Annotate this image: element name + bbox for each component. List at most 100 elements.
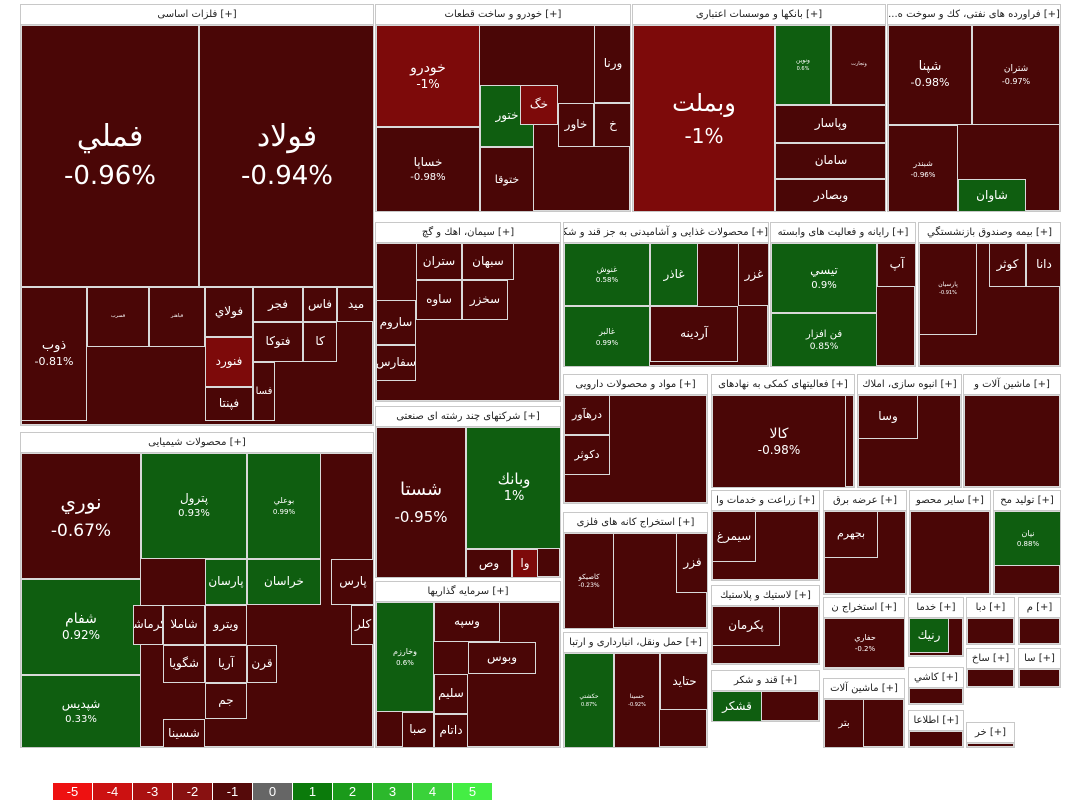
stock-tile[interactable]: وبملت -1% [633, 25, 775, 211]
sector-header[interactable]: [+] ماشين آلات و [964, 375, 1060, 395]
sector-header[interactable]: [+] محصولات غذايى و آشاميدنى به جز قند و… [564, 223, 768, 243]
stock-tile[interactable]: درهآور [564, 395, 610, 435]
sector-header[interactable]: [+] زراعت و خدمات وا [712, 491, 819, 511]
sector-header[interactable]: [+] فلزات اساسی [21, 5, 373, 25]
stock-tile[interactable]: رنيك [909, 618, 949, 653]
stock-tile[interactable]: جم [205, 683, 247, 719]
sector-header[interactable]: [+] كاشي [909, 668, 963, 688]
stock-tile[interactable]: غنوش 0.58% [564, 243, 650, 306]
sector-header[interactable]: [+] توليد مح [994, 491, 1060, 511]
sector-header[interactable]: [+] م [1019, 598, 1060, 618]
sector-header[interactable]: [+] اطلاعا [909, 711, 963, 731]
minor-stocks-block[interactable] [1019, 618, 1060, 644]
stock-tile[interactable]: وص [466, 549, 512, 577]
stock-tile[interactable]: وبصادر [775, 179, 885, 211]
sector-header[interactable]: [+] انبوه سازى، املاك [858, 375, 961, 395]
minor-stocks-block[interactable] [909, 731, 963, 747]
stock-tile[interactable]: ستران [416, 243, 462, 280]
stock-tile[interactable]: شفام 0.92% [21, 579, 141, 675]
stock-tile[interactable]: فسا [253, 362, 275, 421]
stock-tile[interactable]: بتر [824, 699, 864, 747]
stock-tile[interactable]: كاصيكو -0.23% [564, 533, 614, 628]
stock-tile[interactable]: وتجارت [831, 25, 885, 105]
stock-tile[interactable]: فتوكا [253, 322, 303, 362]
sector-header[interactable]: [+] فراورده هاى نفتى، كك و سوخت ه... [888, 5, 1060, 25]
stock-tile[interactable]: بوعلي 0.99% [247, 453, 321, 559]
stock-tile[interactable]: نيان 0.88% [994, 511, 1060, 566]
sector-header[interactable]: [+] سرمايه گذاريها [376, 582, 560, 602]
stock-tile[interactable]: آپ [877, 243, 915, 287]
stock-tile[interactable]: ساروم [376, 300, 416, 345]
stock-tile[interactable]: قشكر [712, 691, 762, 721]
stock-tile[interactable]: خ [594, 103, 630, 147]
stock-tile[interactable]: ذوب -0.81% [21, 287, 87, 421]
stock-tile[interactable]: ونوین 0.6% [775, 25, 831, 105]
stock-tile[interactable]: ويترو [205, 605, 247, 645]
stock-tile[interactable]: پترول 0.93% [141, 453, 247, 559]
stock-tile[interactable]: فباهنر [149, 287, 205, 347]
stock-tile[interactable]: خساپا -0.98% [376, 127, 480, 211]
stock-tile[interactable]: كرماشا [133, 605, 163, 645]
sector-header[interactable]: [+] رايانه و فعاليت هاى وابسته [771, 223, 915, 243]
stock-tile[interactable]: وپاسار [775, 105, 885, 143]
stock-tile[interactable]: قرن [247, 645, 277, 683]
stock-tile[interactable]: سخزر [462, 280, 508, 320]
stock-tile[interactable]: فولاي [205, 287, 253, 337]
stock-tile[interactable]: خراسان [247, 559, 321, 605]
stock-tile[interactable]: كلر [351, 605, 373, 645]
stock-tile[interactable]: خگ [520, 85, 558, 125]
sector-header[interactable]: [+] سيمان، اهك و گچ [376, 223, 560, 243]
stock-tile[interactable]: حكشتي 0.87% [564, 653, 614, 747]
stock-tile[interactable]: دانا [1026, 243, 1060, 287]
sector-header[interactable]: [+] ساخ [967, 649, 1014, 669]
sector-header[interactable]: [+] حمل ونقل، انبارداری و ارتبا [564, 633, 707, 653]
stock-tile[interactable]: شبندر -0.96% [888, 125, 958, 211]
minor-stocks-block[interactable] [967, 618, 1014, 644]
stock-tile[interactable]: سبهان [462, 243, 514, 280]
stock-tile[interactable]: حتايد [660, 653, 707, 710]
stock-tile[interactable]: شاملا [163, 605, 205, 645]
stock-tile[interactable]: شستا -0.95% [376, 427, 466, 577]
stock-tile[interactable]: حفاري -0.2% [824, 618, 904, 668]
stock-tile[interactable]: آريا [205, 645, 247, 683]
stock-tile[interactable]: دكوثر [564, 435, 610, 475]
stock-tile[interactable]: پارسان [205, 559, 247, 605]
sector-header[interactable]: [+] ساير محصو [910, 491, 990, 511]
sector-header[interactable]: [+] سا [1019, 649, 1060, 669]
minor-stocks-block[interactable] [964, 395, 1060, 487]
minor-stocks-block[interactable] [909, 688, 963, 704]
stock-tile[interactable]: داتام [434, 714, 468, 747]
stock-tile[interactable]: غزر [738, 243, 768, 306]
sector-header[interactable]: [+] دبا [967, 598, 1014, 618]
stock-tile[interactable]: غاذر [650, 243, 698, 306]
stock-tile[interactable]: خاور [558, 103, 594, 147]
stock-tile[interactable]: بجهرم [824, 511, 878, 558]
minor-stocks-block[interactable] [1019, 669, 1060, 687]
minor-stocks-block[interactable] [967, 743, 1014, 747]
stock-tile[interactable]: ميد [337, 287, 373, 322]
sector-header[interactable]: [+] استخراج ن [824, 598, 904, 618]
sector-header[interactable]: [+] فعاليتهاى كمكى به نهادهاى [712, 375, 854, 395]
stock-tile[interactable]: شاوان [958, 179, 1026, 211]
stock-tile[interactable]: فاس [303, 287, 337, 322]
stock-tile[interactable]: نوري -0.67% [21, 453, 141, 579]
stock-tile[interactable]: شپديس 0.33% [21, 675, 141, 747]
sector-header[interactable]: [+] ماشين آلات [824, 679, 904, 699]
sector-header[interactable]: [+] لاستيك و پلاستيك [712, 586, 819, 606]
stock-tile[interactable]: سفارس [376, 345, 416, 381]
sector-header[interactable]: [+] عرضه برق [824, 491, 906, 511]
stock-tile[interactable]: آردينه [650, 306, 738, 362]
stock-tile[interactable]: خودرو -1% [376, 25, 480, 127]
stock-tile[interactable]: كالا -0.98% [712, 395, 846, 487]
stock-tile[interactable]: فجر [253, 287, 303, 322]
stock-tile[interactable]: وخارزم 0.6% [376, 602, 434, 712]
sector-header[interactable]: [+] خودرو و ساخت قطعات [376, 5, 630, 25]
stock-tile[interactable]: ختوقا [480, 147, 534, 211]
stock-tile[interactable]: پكرمان [712, 606, 780, 646]
sector-header[interactable]: [+] شركتهاى چند رشته اى صنعتى [376, 407, 560, 427]
stock-tile[interactable]: وسپه [434, 602, 500, 642]
stock-tile[interactable]: كا [303, 322, 337, 362]
sector-header[interactable]: [+] محصولات شيميايى [21, 433, 373, 453]
stock-tile[interactable]: فولاد -0.94% [199, 25, 373, 287]
stock-tile[interactable]: فنورد [205, 337, 253, 387]
